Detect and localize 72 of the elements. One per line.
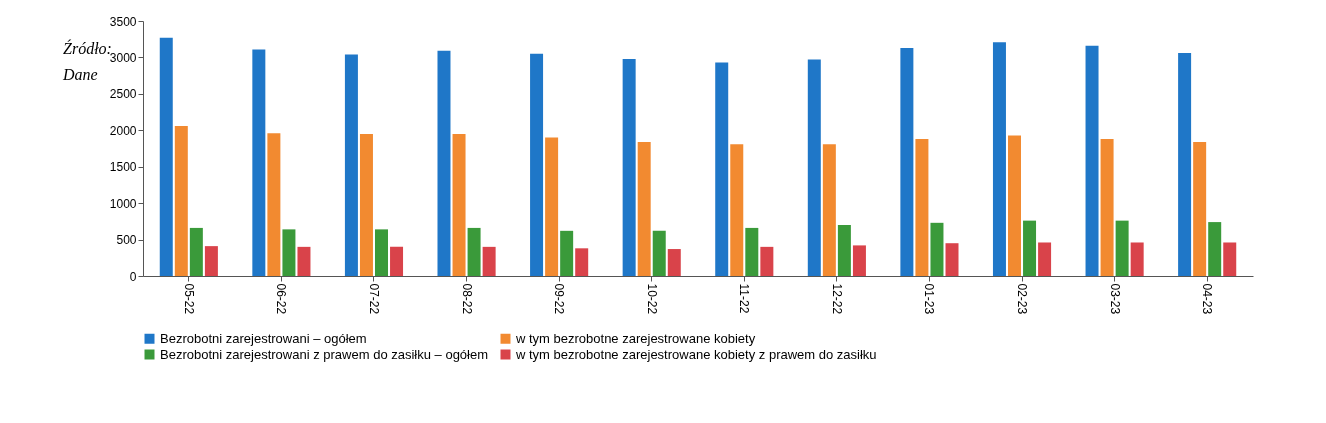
- x-tick-label: 05-22: [181, 283, 196, 315]
- bar: [715, 62, 729, 276]
- bar: [174, 125, 188, 276]
- x-tick-label: 01-23: [922, 283, 937, 315]
- bar: [945, 243, 959, 276]
- x-tick-label: 04-23: [1200, 283, 1215, 315]
- bar: [252, 49, 266, 276]
- bar: [530, 53, 544, 276]
- legend-label: Bezrobotni zarejestrowani z prawem do zasiłku – ogółem: [160, 346, 489, 362]
- bar: [837, 225, 851, 276]
- x-tick-label: 02-23: [1015, 283, 1030, 315]
- x-tick-label: 10-22: [644, 283, 659, 315]
- bar: [189, 227, 203, 276]
- bar: [482, 246, 496, 276]
- y-tick-label: 2500: [109, 87, 137, 102]
- bar: [1193, 141, 1207, 276]
- y-tick-label: 0: [129, 269, 137, 284]
- y-tick-label: 3000: [109, 50, 137, 65]
- x-tick-label: 08-22: [459, 283, 474, 315]
- bar: [807, 59, 821, 276]
- bar: [204, 246, 218, 276]
- bar: [852, 245, 866, 276]
- y-tick-label: 1500: [109, 160, 137, 175]
- bar: [822, 144, 836, 276]
- bar: [452, 133, 466, 276]
- x-tick-label: 06-22: [274, 283, 289, 315]
- bar: [915, 139, 929, 276]
- legend-label: Bezrobotni zarejestrowani – ogółem: [160, 330, 367, 346]
- x-tick-label: 12-22: [829, 283, 844, 315]
- bar: [390, 246, 404, 276]
- bar: [359, 133, 373, 276]
- bar: [1208, 222, 1222, 276]
- y-tick-label: 3500: [109, 14, 137, 29]
- y-tick-label: 1000: [109, 196, 137, 211]
- bar: [652, 230, 666, 276]
- bar: [930, 222, 944, 276]
- bar: [760, 246, 774, 276]
- bar: [437, 50, 451, 276]
- bar: [1223, 242, 1237, 276]
- bar: [637, 141, 651, 276]
- bar: [730, 144, 744, 276]
- bar: [900, 47, 914, 276]
- x-tick-label: 07-22: [366, 283, 381, 315]
- bar: [1130, 242, 1144, 276]
- x-tick-label: 03-23: [1107, 283, 1122, 315]
- bar: [575, 248, 589, 276]
- bar: [282, 229, 296, 276]
- legend-label: w tym bezrobotne zarejestrowane kobiety: [515, 330, 756, 346]
- x-tick-label: 09-22: [552, 283, 567, 315]
- bar: [467, 227, 481, 276]
- bar: [1100, 139, 1114, 276]
- bar: [745, 227, 759, 276]
- bar: [159, 37, 173, 276]
- bar: [1008, 135, 1021, 276]
- bar: [1178, 53, 1192, 276]
- bar: [622, 58, 636, 276]
- legend-label: w tym bezrobotne zarejestrowane kobiety z prawem do zasiłku: [515, 346, 877, 362]
- y-tick-label: 500: [116, 233, 137, 248]
- y-tick-label: 2000: [109, 123, 137, 138]
- bar: [1023, 220, 1037, 276]
- bar: [1038, 242, 1052, 276]
- bar: [992, 42, 1006, 276]
- bar: [344, 54, 358, 276]
- bar: [297, 246, 311, 276]
- bar: [267, 133, 281, 276]
- bar: [1115, 220, 1129, 276]
- x-tick-label: 11-22: [737, 283, 752, 314]
- bar: [375, 229, 388, 276]
- bar: [667, 249, 681, 276]
- bar: [560, 230, 574, 276]
- bar: [1085, 45, 1099, 276]
- bar: [545, 137, 559, 276]
